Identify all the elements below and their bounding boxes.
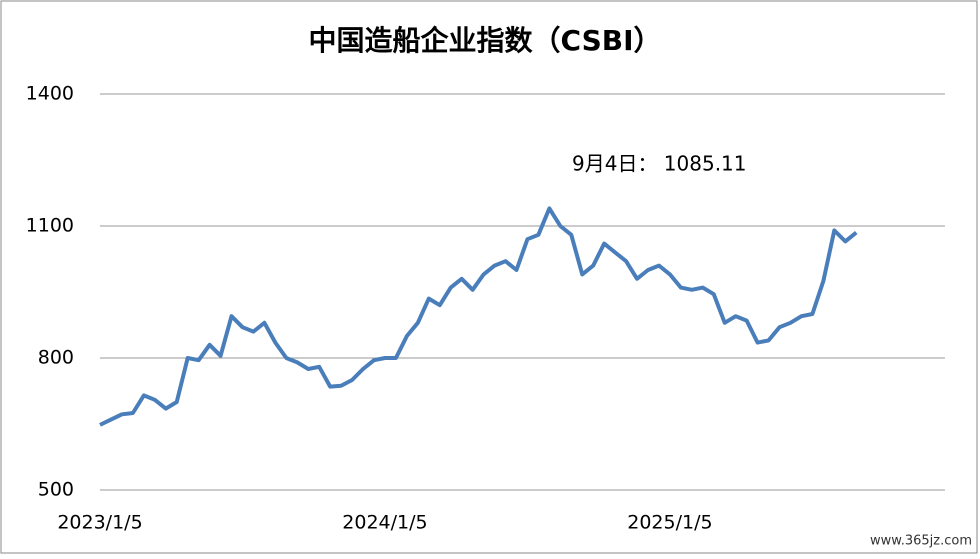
x-tick-label: 2023/1/5 (57, 512, 142, 534)
y-tick-label: 1400 (26, 83, 74, 105)
chart-title: 中国造船企业指数（CSBI） (309, 24, 662, 57)
watermark: www.365jz.com (870, 534, 972, 549)
y-tick-label: 800 (38, 347, 74, 369)
x-tick-label: 2025/1/5 (627, 512, 712, 534)
y-tick-label: 500 (38, 479, 74, 501)
y-tick-label: 1100 (26, 215, 74, 237)
annotation: 9月4日： 1085.11 (572, 152, 747, 176)
x-tick-label: 2024/1/5 (342, 512, 427, 534)
data-line (99, 206, 858, 427)
